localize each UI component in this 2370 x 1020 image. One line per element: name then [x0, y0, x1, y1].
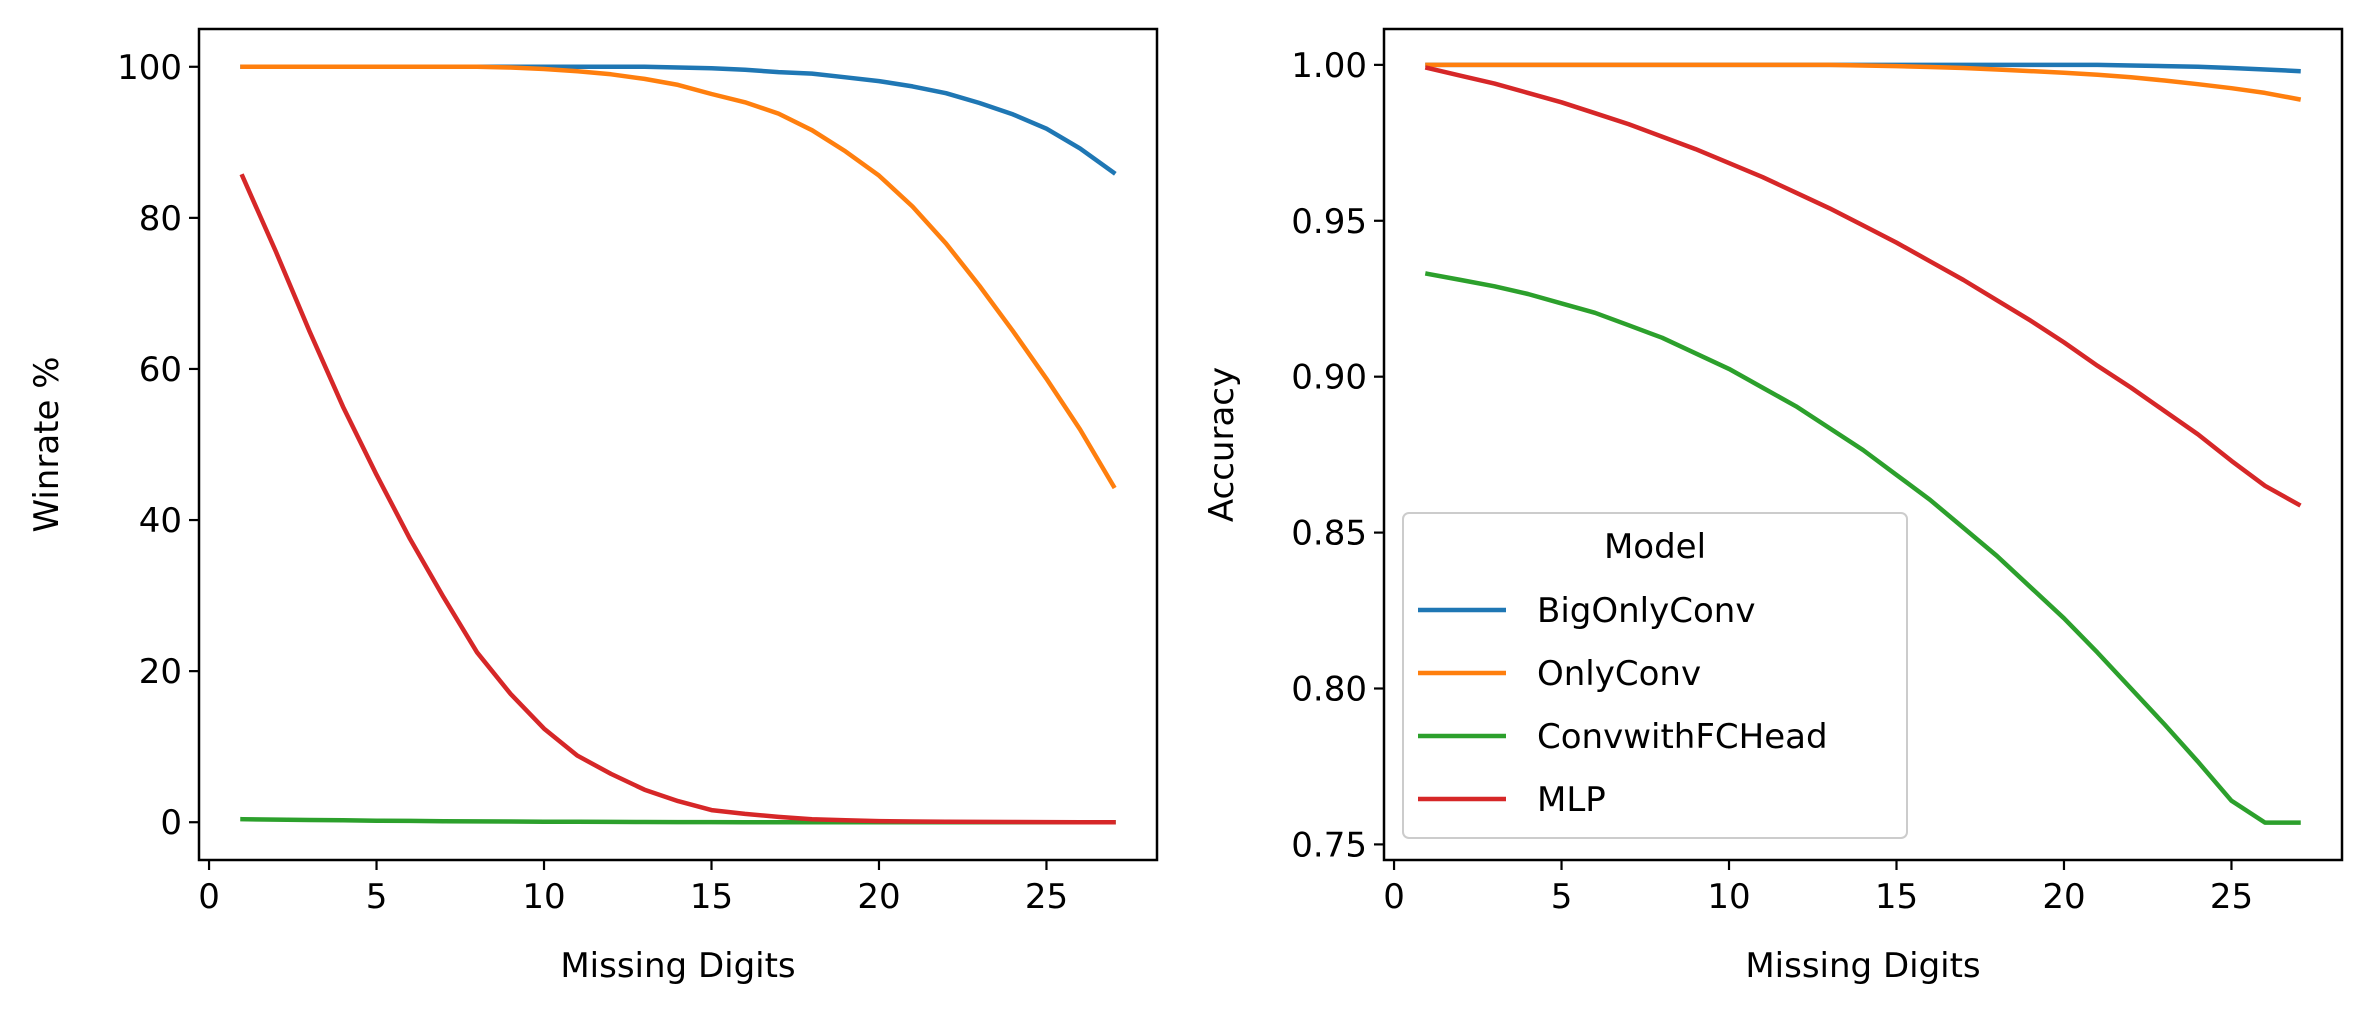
y-tick-label: 40 — [139, 501, 182, 541]
plot-frame — [197, 27, 1159, 862]
legend-label-convwithfchead: ConvwithFCHead — [1537, 717, 1828, 757]
x-tick-label: 20 — [2042, 877, 2085, 917]
series-line-onlyconv — [1425, 62, 2302, 102]
x-tick-label: 10 — [1707, 877, 1750, 917]
y-tick-label: 80 — [139, 199, 182, 239]
legend-label-bigonlyconv: BigOnlyConv — [1537, 591, 1755, 631]
series-line-convwithfchead — [1424, 271, 2301, 825]
y-tick-label: 0.85 — [1291, 514, 1367, 554]
x-tick-label: 0 — [1383, 877, 1405, 917]
x-tick-label: 15 — [1875, 877, 1918, 917]
x-tick-label: 10 — [522, 877, 565, 917]
plot-frame — [1382, 27, 2344, 862]
series-line-mlp — [1424, 65, 2302, 508]
legend-title: Model — [1604, 527, 1706, 567]
legend-box — [1402, 512, 1908, 839]
y-axis-label: Accuracy — [1202, 367, 1242, 522]
y-tick-label: 100 — [117, 48, 182, 88]
x-tick-label: 25 — [1025, 877, 1068, 917]
y-tick-label: 0 — [160, 803, 182, 843]
series-line-mlp — [239, 173, 1116, 825]
y-tick-label: 1.00 — [1291, 46, 1367, 86]
accuracy-panel: 0 5 10 15 20 25 0.75 0.80 0.85 0.90 0.95 1.00 Missin… — [1202, 27, 2344, 986]
x-tick-label: 15 — [690, 877, 733, 917]
legend-label-onlyconv: OnlyConv — [1537, 654, 1701, 694]
legend: Model BigOnlyConv OnlyConv ConvwithFCHead ML… — [1402, 512, 1908, 839]
y-axis-label: Winrate % — [27, 356, 67, 532]
winrate-panel: 0 5 10 15 20 25 0 20 40 60 80 100 Missing Digits Winr… — [27, 27, 1159, 986]
x-tick-label: 0 — [198, 877, 220, 917]
series-line-onlyconv — [240, 64, 1117, 490]
x-tick-label: 5 — [1551, 877, 1573, 917]
x-axis-label: Missing Digits — [560, 946, 795, 986]
y-tick-label: 0.95 — [1291, 202, 1367, 242]
y-tick-label: 0.90 — [1291, 358, 1367, 398]
y-tick-label: 0.75 — [1291, 825, 1367, 865]
y-tick-label: 0.80 — [1291, 669, 1367, 709]
x-tick-label: 25 — [2210, 877, 2253, 917]
x-tick-label: 20 — [857, 877, 900, 917]
y-tick-label: 60 — [139, 350, 182, 390]
y-tick-label: 20 — [139, 652, 182, 692]
x-axis-label: Missing Digits — [1745, 946, 1980, 986]
x-tick-label: 5 — [366, 877, 388, 917]
legend-label-mlp: MLP — [1537, 780, 1606, 820]
